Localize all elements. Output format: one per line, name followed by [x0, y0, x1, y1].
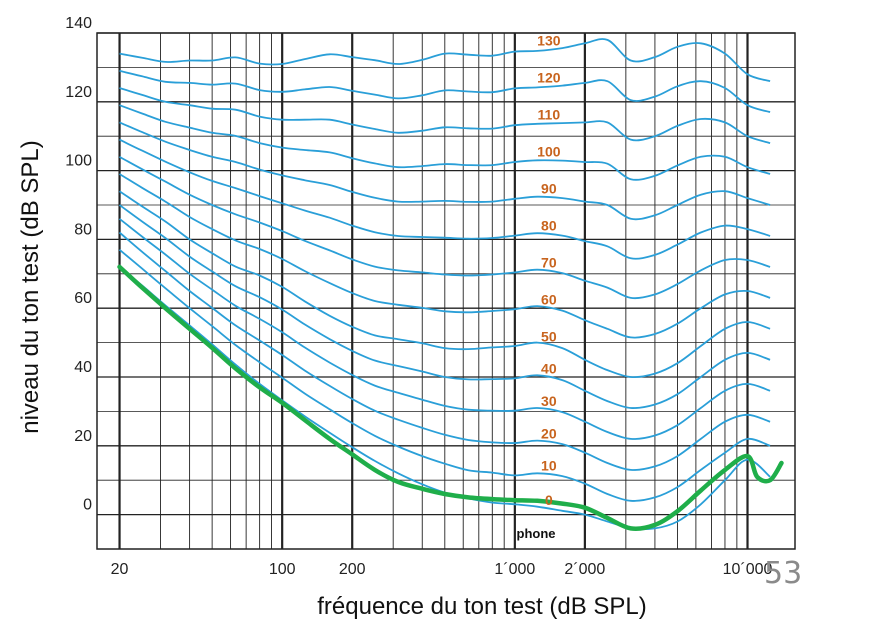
y-tick-label: 80 — [74, 221, 92, 238]
phon-label-60: 60 — [541, 291, 557, 307]
curve-10-phon — [118, 249, 771, 502]
curve-60-phon — [119, 173, 771, 339]
slide-number: 53 — [764, 556, 803, 591]
phon-label-10: 10 — [541, 458, 557, 474]
x-tick-label: 2´000 — [564, 561, 605, 578]
phon-label-70: 70 — [541, 254, 557, 270]
curve-100-phon — [119, 104, 771, 181]
y-tick-label: 20 — [74, 428, 92, 445]
y-tick-label: 60 — [74, 290, 92, 307]
x-tick-label: 1´000 — [494, 561, 535, 578]
y-axis-title: niveau du ton test (dB SPL) — [17, 140, 44, 434]
x-tick-label: 20 — [111, 561, 129, 578]
x-tick-label: 10´000 — [723, 561, 773, 578]
phon-label-40: 40 — [541, 361, 557, 377]
y-tick-label: 140 — [65, 15, 92, 32]
curve-90-phon — [119, 121, 771, 221]
threshold-curve-group — [117, 264, 784, 531]
phon-label-20: 20 — [541, 425, 557, 441]
curve-40-phon — [118, 204, 771, 409]
phon-label-120: 120 — [537, 69, 561, 85]
phon-label-130: 130 — [537, 33, 561, 49]
threshold-curve — [117, 264, 784, 531]
x-tick-label: 100 — [269, 561, 296, 578]
phon-label-50: 50 — [541, 328, 557, 344]
grid — [96, 32, 796, 550]
phon-label-30: 30 — [541, 393, 557, 409]
plot-frame — [96, 32, 796, 550]
phon-label-110: 110 — [538, 106, 561, 122]
phon-label-90: 90 — [541, 180, 557, 196]
phon-labels: 0 10 20 30 40 50 60 70 80 90 100 110 120 130 — [537, 33, 561, 508]
curve-80-phon — [119, 138, 771, 260]
curve-20-phon — [118, 231, 771, 471]
y-tick-label: 40 — [74, 359, 92, 376]
x-tick-label: 200 — [339, 561, 366, 578]
y-tick-label: 0 — [83, 497, 92, 514]
curve-70-phon — [119, 156, 771, 300]
loudness-curves — [118, 38, 771, 531]
curve-110-phon — [119, 87, 771, 144]
phon-label-80: 80 — [541, 217, 557, 233]
curve-130-phon — [119, 38, 771, 83]
curve-30-phon — [118, 218, 771, 440]
x-axis-title: fréquence du ton test (dB SPL) — [317, 593, 647, 620]
y-tick-label: 100 — [65, 153, 92, 170]
y-tick-label: 120 — [65, 84, 92, 101]
phon-label-100: 100 — [537, 143, 561, 159]
unit-label: phone — [517, 526, 556, 541]
curve-120-phon — [119, 69, 771, 113]
curve-50-phon — [118, 190, 771, 379]
phon-label-0: 0 — [545, 492, 553, 508]
